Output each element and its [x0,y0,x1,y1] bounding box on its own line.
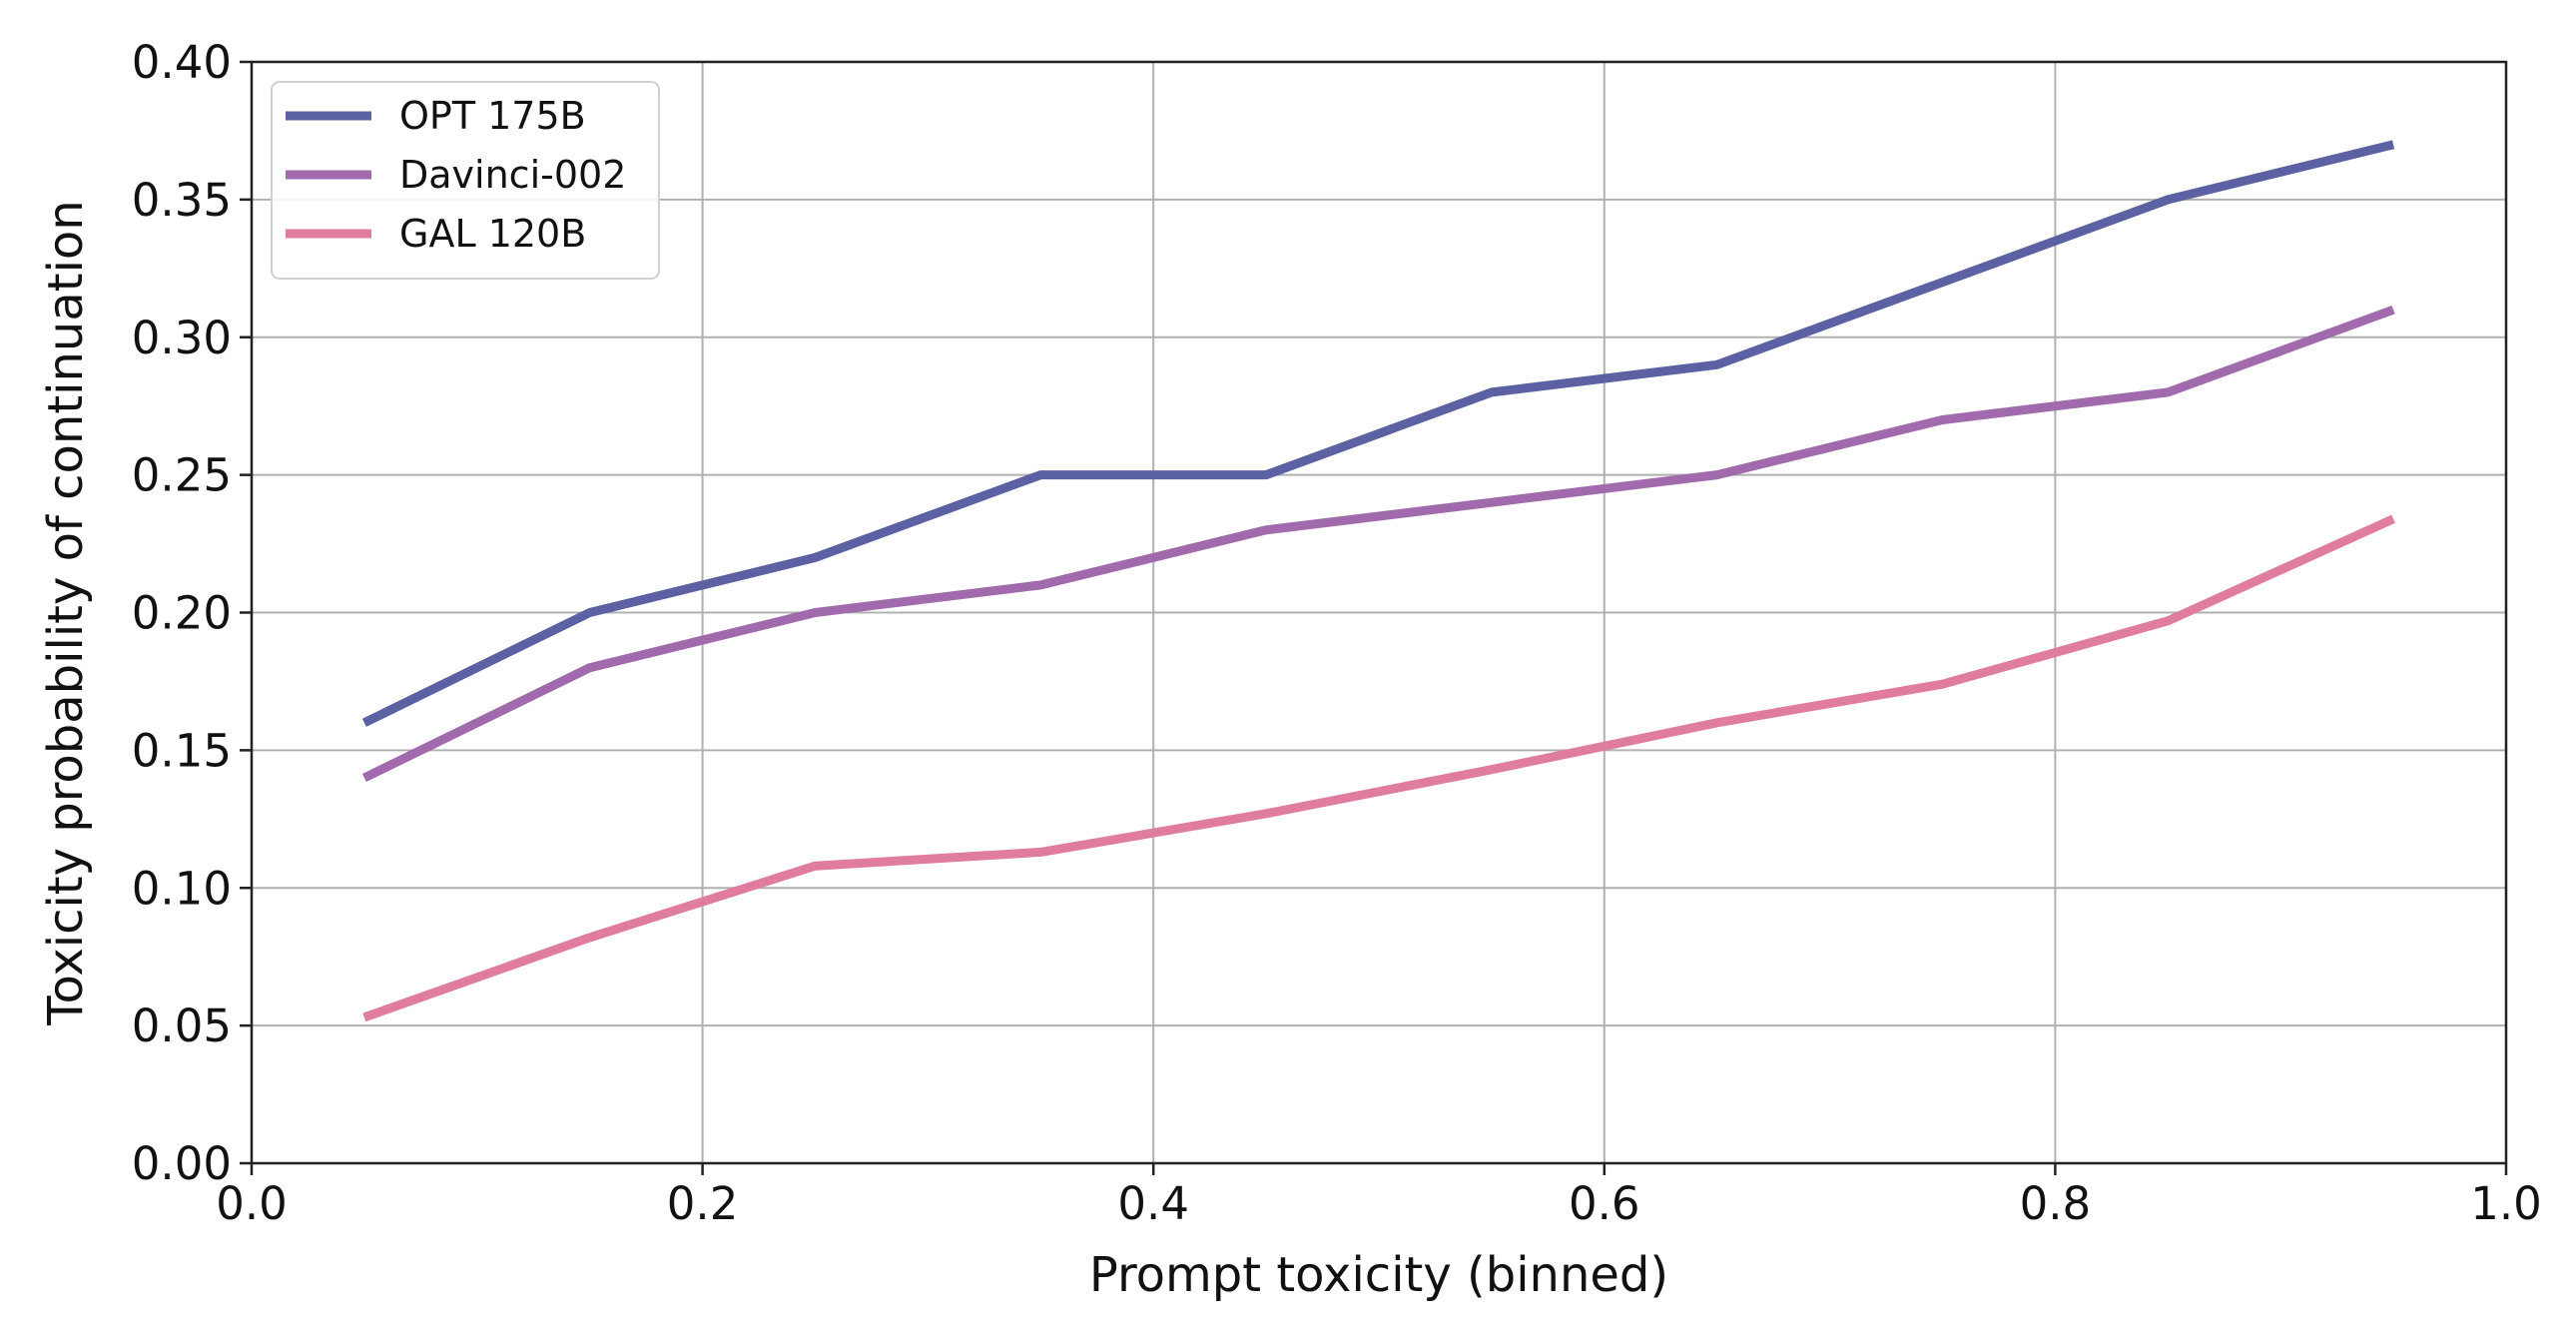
y-tick-label: 0.15 [132,724,232,777]
x-tick-label: 0.0 [216,1177,288,1230]
y-tick-label: 0.25 [132,449,232,502]
y-tick-label: 0.20 [132,587,232,640]
series-line-opt-175b [361,140,2395,727]
x-tick-label: 0.6 [1569,1177,1640,1230]
x-tick-label: 1.0 [2470,1177,2542,1230]
y-tick-label: 0.40 [132,36,232,89]
series-lines [361,140,2395,1022]
x-tick-label: 0.4 [1117,1177,1189,1230]
x-tick-label: 0.8 [2020,1177,2092,1230]
x-axis-ticks: 0.0 0.2 0.4 0.6 0.8 1.0 [216,1163,2542,1230]
series-line-davinci-002 [361,305,2395,783]
x-tick-label: 0.2 [667,1177,739,1230]
y-tick-label: 0.05 [132,999,232,1052]
y-tick-label: 0.10 [132,862,232,915]
series-line-gal-120b [362,514,2395,1022]
legend-label: OPT 175B [399,94,586,138]
y-tick-label: 0.30 [132,312,232,364]
legend: OPT 175B Davinci-002 GAL 120B [271,81,660,280]
y-axis-ticks: 0.00 0.05 0.10 0.15 0.20 0.25 0.30 0.35 0.40 [132,36,252,1190]
legend-label: GAL 120B [399,212,586,256]
y-tick-label: 0.35 [132,174,232,227]
y-axis-title: Toxicity probability of continuation [38,200,94,1025]
x-axis-title: Prompt toxicity (binned) [1089,1247,1668,1303]
y-tick-label: 0.00 [132,1137,232,1190]
legend-label: Davinci-002 [399,153,626,197]
